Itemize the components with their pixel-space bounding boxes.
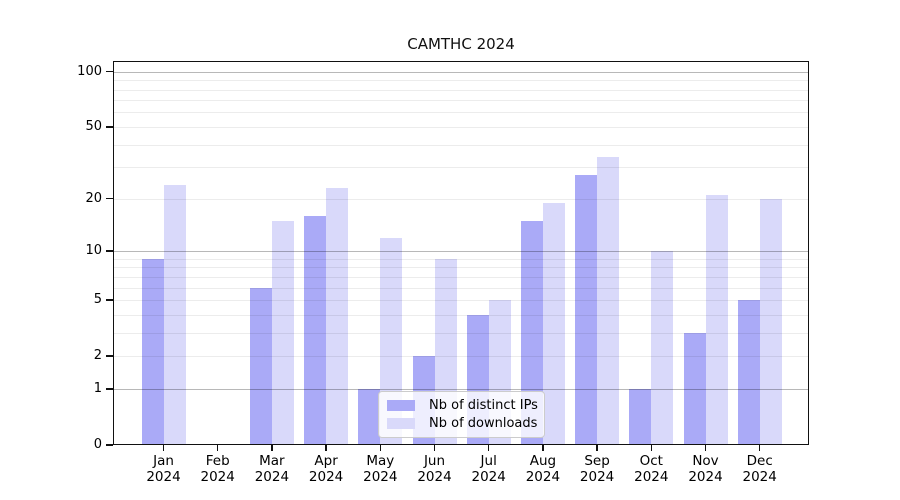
x-tick-feb: [216, 445, 219, 451]
x-tick-label-feb: Feb 2024: [200, 453, 235, 485]
bar-ips-may: [358, 388, 381, 445]
bar-ips-aug: [520, 220, 543, 445]
legend-item-distinct-ips: Nb of distinct IPs: [387, 398, 538, 413]
gridline-minor-70: [113, 100, 809, 102]
gridline-major-1: [113, 388, 809, 390]
gridline-minor-5: [113, 300, 809, 302]
gridline-minor-4: [113, 314, 809, 316]
x-tick-label-jan: Jan 2024: [146, 453, 181, 485]
gridline-major-10: [113, 251, 809, 253]
x-tick-sep: [596, 445, 598, 451]
bar-downloads-sep: [597, 157, 620, 445]
x-tick-label-may: May 2024: [363, 453, 398, 485]
x-tick-label-sep: Sep 2024: [579, 453, 615, 485]
y-tick-label-0: 0: [93, 437, 102, 452]
gridline-minor-40: [113, 144, 809, 146]
y-tick-label-10: 10: [85, 243, 102, 259]
legend-swatch-distinct-ips: [387, 400, 415, 411]
x-tick-jun: [433, 445, 436, 451]
x-tick-jan: [162, 445, 165, 451]
y-tick-label-100: 100: [77, 63, 102, 79]
gridline-minor-30: [113, 167, 809, 169]
bar-downloads-dec: [759, 198, 782, 445]
y-tick-20: [106, 197, 113, 200]
x-tick-apr: [325, 445, 327, 451]
x-tick-aug: [542, 445, 544, 451]
gridline-major-100: [113, 71, 809, 73]
y-tick-10: [106, 250, 113, 252]
gridline-minor-60: [113, 112, 809, 114]
x-tick-label-nov: Nov 2024: [688, 453, 723, 485]
y-tick-1: [106, 388, 113, 390]
y-tick-label-20: 20: [85, 190, 102, 206]
gridline-minor-3: [113, 332, 809, 334]
legend-label-distinct-ips: Nb of distinct IPs: [429, 398, 538, 413]
x-tick-label-mar: Mar 2024: [254, 453, 290, 485]
plot-area: [113, 61, 809, 445]
y-tick-label-5: 5: [93, 292, 102, 308]
x-tick-label-jun: Jun 2024: [417, 453, 452, 485]
legend-item-downloads: Nb of downloads: [387, 416, 538, 431]
x-tick-label-aug: Aug 2024: [525, 453, 561, 485]
legend-label-downloads: Nb of downloads: [429, 416, 538, 431]
x-tick-label-jul: Jul 2024: [471, 453, 506, 485]
gridline-minor-90: [113, 80, 809, 82]
bar-downloads-mar: [271, 220, 294, 445]
bar-downloads-aug: [542, 202, 565, 445]
bar-downloads-jan: [163, 184, 186, 445]
y-tick-label-50: 50: [85, 118, 102, 134]
legend: Nb of distinct IPs Nb of downloads: [378, 391, 545, 438]
bar-ips-sep: [575, 175, 598, 445]
gridline-minor-2: [113, 356, 809, 358]
bar-ips-apr: [304, 215, 327, 445]
y-tick-0: [106, 444, 113, 446]
x-tick-may: [379, 445, 382, 451]
gridline-minor-9: [113, 258, 809, 260]
y-tick-5: [106, 299, 113, 301]
bar-downloads-apr: [326, 187, 349, 445]
x-tick-label-oct: Oct 2024: [634, 453, 669, 485]
gridline-minor-50: [113, 126, 809, 128]
gridline-minor-80: [113, 89, 809, 91]
bar-downloads-oct: [651, 251, 674, 445]
legend-swatch-downloads: [387, 418, 415, 429]
gridline-minor-6: [113, 287, 809, 289]
gridline-minor-7: [113, 276, 809, 278]
x-tick-label-dec: Dec 2024: [742, 453, 777, 485]
x-tick-oct: [650, 445, 653, 451]
bar-ips-mar: [249, 287, 272, 445]
x-tick-label-apr: Apr 2024: [308, 453, 344, 485]
x-tick-nov: [704, 445, 707, 451]
bar-ips-nov: [683, 332, 706, 445]
gridline-minor-8: [113, 267, 809, 269]
chart-title: CAMTHC 2024: [407, 35, 515, 53]
gridline-minor-20: [113, 198, 809, 200]
x-tick-mar: [271, 445, 273, 451]
x-tick-dec: [758, 445, 761, 451]
y-tick-50: [106, 126, 113, 128]
y-tick-label-2: 2: [93, 348, 102, 364]
y-tick-label-1: 1: [93, 380, 102, 396]
y-tick-100: [106, 70, 113, 73]
bar-downloads-nov: [705, 194, 728, 445]
bar-ips-jan: [141, 258, 164, 445]
y-tick-2: [106, 355, 113, 357]
x-tick-jul: [487, 445, 490, 451]
bar-ips-oct: [629, 388, 652, 445]
bar-ips-dec: [737, 300, 760, 445]
